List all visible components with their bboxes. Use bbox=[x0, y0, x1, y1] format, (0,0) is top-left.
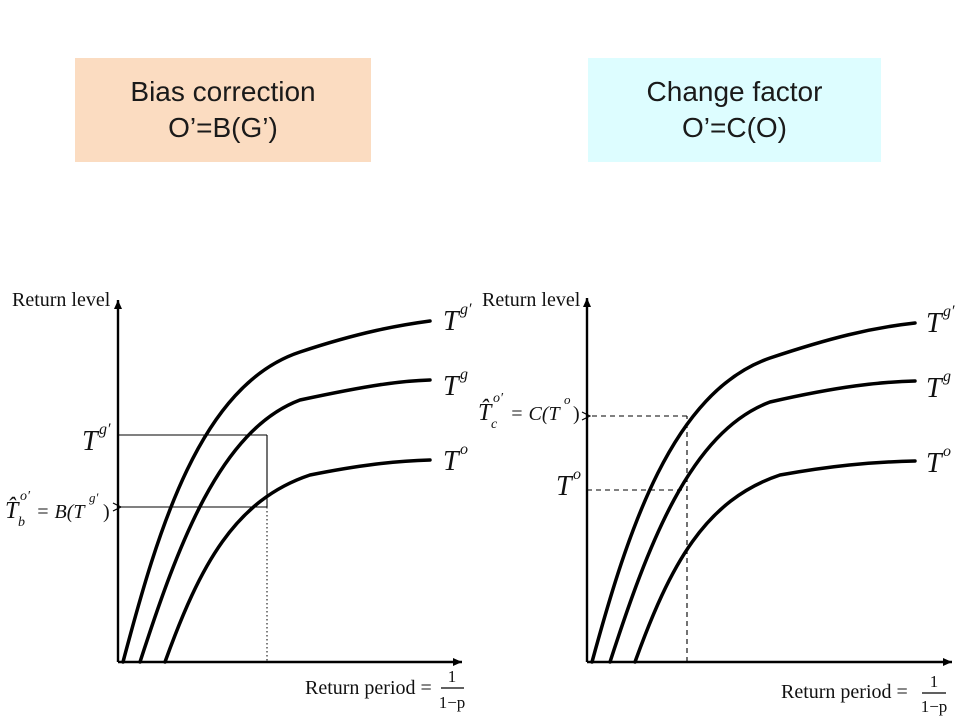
bias-correction-title: Bias correction bbox=[130, 76, 316, 107]
svg-text:b: b bbox=[18, 515, 25, 530]
change-factor-formula: O’=C(O) bbox=[682, 112, 787, 143]
right-x-axis-label: Return period = bbox=[781, 681, 908, 703]
svg-text:T: T bbox=[443, 371, 461, 402]
left-marker-tg-prime: T g′ bbox=[82, 421, 111, 457]
change-factor-title: Change factor bbox=[646, 76, 823, 107]
left-label-to: T o bbox=[443, 441, 468, 477]
right-panel: Return level Return period = 1 1−p T g′ … bbox=[478, 289, 955, 716]
left-fraction-numerator: 1 bbox=[448, 667, 457, 686]
bias-correction-box: Bias correction O’=B(G’) bbox=[75, 58, 371, 162]
svg-text:c: c bbox=[491, 417, 498, 432]
change-factor-box: Change factor O’=C(O) bbox=[588, 58, 881, 162]
svg-text:T: T bbox=[443, 446, 461, 477]
left-x-axis-label-group: Return period = 1 1−p bbox=[305, 667, 465, 712]
svg-text:T̂: T̂ bbox=[5, 497, 20, 524]
svg-text:g: g bbox=[943, 368, 951, 385]
left-curve-to bbox=[163, 458, 432, 664]
right-curve-tg bbox=[608, 379, 917, 664]
svg-text:g′: g′ bbox=[99, 421, 111, 438]
svg-text:o: o bbox=[564, 392, 571, 407]
svg-text:T: T bbox=[82, 426, 100, 457]
svg-text:T: T bbox=[926, 308, 944, 339]
svg-text:g′: g′ bbox=[460, 301, 472, 318]
svg-text:T: T bbox=[926, 373, 944, 404]
left-label-tg: T g bbox=[443, 366, 468, 402]
bias-correction-formula: O’=B(G’) bbox=[168, 112, 278, 143]
svg-text:): ) bbox=[103, 501, 110, 523]
svg-text:o: o bbox=[943, 443, 951, 460]
svg-text:T: T bbox=[926, 448, 944, 479]
right-curve-tg-prime bbox=[590, 321, 917, 664]
svg-text:o: o bbox=[573, 466, 581, 483]
svg-text:T̂: T̂ bbox=[478, 399, 493, 426]
left-marker-tb-hat: T̂ b o′ = B(T g′ ) bbox=[5, 489, 110, 530]
svg-text:g: g bbox=[460, 366, 468, 383]
svg-text:): ) bbox=[573, 403, 580, 425]
left-y-axis-label: Return level bbox=[12, 289, 111, 311]
svg-text:T: T bbox=[556, 471, 574, 502]
right-curve-to bbox=[633, 459, 917, 664]
right-fraction-denominator: 1−p bbox=[921, 697, 948, 716]
svg-text:o′: o′ bbox=[20, 489, 31, 504]
left-fraction-denominator: 1−p bbox=[439, 693, 466, 712]
svg-text:o: o bbox=[460, 441, 468, 458]
svg-text:T: T bbox=[443, 306, 461, 337]
right-y-axis-label: Return level bbox=[482, 289, 581, 311]
svg-text:g′: g′ bbox=[943, 303, 955, 320]
svg-text:= B(T: = B(T bbox=[36, 501, 86, 523]
left-panel: Return level Return period = 1 1−p T g′ … bbox=[5, 289, 472, 712]
right-label-tg-prime: T g′ bbox=[926, 303, 955, 339]
left-curve-tg bbox=[138, 378, 432, 664]
right-label-to: T o bbox=[926, 443, 951, 479]
right-label-tg: T g bbox=[926, 368, 951, 404]
right-marker-tc-hat: T̂ c o′ = C(T o ) bbox=[478, 391, 580, 432]
left-label-tg-prime: T g′ bbox=[443, 301, 472, 337]
right-marker-to: T o bbox=[556, 466, 581, 502]
svg-text:o′: o′ bbox=[493, 391, 504, 406]
right-fraction-numerator: 1 bbox=[930, 672, 939, 691]
svg-text:g′: g′ bbox=[89, 490, 99, 505]
svg-text:= C(T: = C(T bbox=[510, 403, 561, 425]
right-x-axis-label-group: Return period = 1 1−p bbox=[781, 672, 947, 716]
left-x-axis-label: Return period = bbox=[305, 677, 432, 699]
left-curve-tg-prime bbox=[121, 319, 432, 664]
